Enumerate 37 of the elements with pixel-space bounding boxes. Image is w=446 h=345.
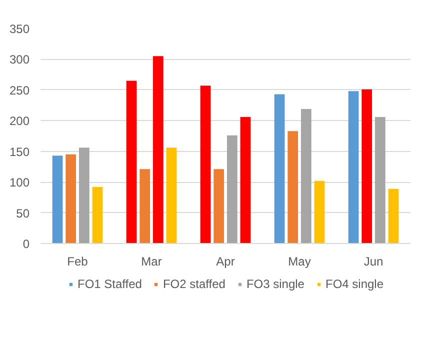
- bar: [140, 169, 150, 244]
- y-tick-label: 50: [16, 206, 30, 220]
- bar: [388, 188, 399, 244]
- bar: [240, 116, 251, 244]
- y-tick-label: 150: [9, 144, 30, 159]
- bar: [362, 89, 372, 244]
- x-tick-label: May: [288, 254, 311, 268]
- bar: [126, 80, 137, 244]
- bar: [214, 169, 224, 244]
- x-tick-label: Apr: [216, 254, 235, 268]
- y-tick-label: 250: [9, 83, 30, 98]
- y-tick-label: 100: [9, 176, 30, 190]
- bar: [288, 131, 298, 244]
- legend-label: FO3 single: [246, 277, 304, 291]
- bar: [66, 154, 76, 244]
- bar: [78, 148, 90, 244]
- x-tick-label: Jun: [364, 254, 384, 268]
- bar: [152, 56, 164, 244]
- y-tick-label: 0: [22, 237, 30, 251]
- legend-label: FO2 staffed: [162, 277, 226, 291]
- legend-label: FO4 single: [325, 277, 384, 291]
- x-tick-label: Feb: [67, 254, 88, 268]
- x-tick-label: Mar: [141, 254, 162, 268]
- bar: [374, 116, 386, 244]
- bar: [92, 186, 103, 244]
- bar: [300, 108, 312, 244]
- bar: [52, 156, 63, 244]
- bar: [314, 180, 325, 244]
- y-tick-label: 350: [9, 22, 30, 36]
- bar: [166, 148, 177, 244]
- bar: [274, 94, 285, 244]
- y-tick-label: 200: [9, 114, 30, 128]
- legend-label: FO1 Staffed: [77, 277, 142, 291]
- bar: [226, 135, 238, 244]
- y-tick-label: 300: [9, 52, 30, 67]
- bar: [348, 91, 359, 244]
- bar: [200, 86, 211, 244]
